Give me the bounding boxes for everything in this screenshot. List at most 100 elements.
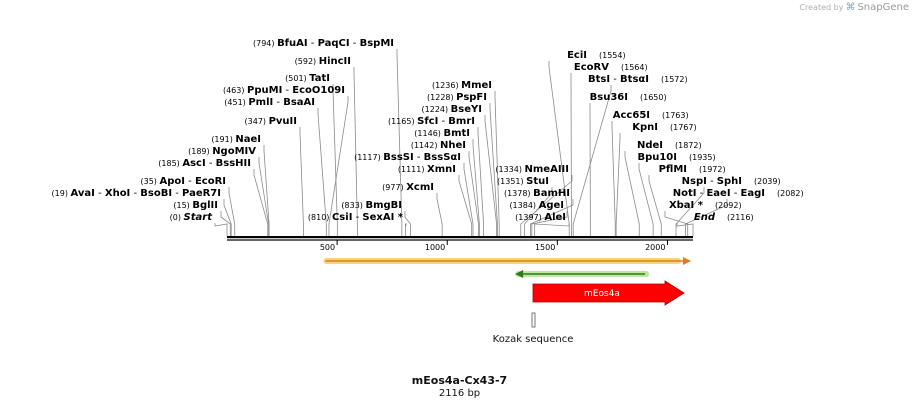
- enzyme-group-bamhi[interactable]: (1378) BamHI: [504, 188, 570, 199]
- enzyme-group-nmeaiii[interactable]: (1334) NmeAIII: [495, 164, 569, 175]
- enzyme-label: (1378) BamHI: [504, 188, 570, 199]
- enzyme-group-pmli[interactable]: (451) PmlI - BsaAI: [224, 97, 315, 108]
- enzyme-position: (1763): [662, 111, 689, 120]
- enzyme-group-apoi[interactable]: (35) ApoI - EcoRI: [141, 176, 227, 187]
- enzyme-position: (794): [253, 39, 277, 48]
- enzyme-name: CsiI: [332, 212, 352, 223]
- cut-leader: [624, 151, 640, 236]
- enzyme-name: NgoMIV: [212, 146, 256, 157]
- enzyme-group-xmni[interactable]: (1111) XmnI: [398, 164, 456, 175]
- enzyme-label: (1384) AgeI: [509, 200, 564, 211]
- credit-brand: SnapGene: [857, 2, 909, 13]
- enzyme-group-bglii[interactable]: (15) BglII: [173, 200, 218, 211]
- cut-leader: [396, 49, 403, 236]
- enzyme-position: (451): [224, 98, 248, 107]
- enzyme-names: EcoRV: [574, 62, 609, 73]
- feature-track: mEos4a Kozak sequence: [323, 257, 691, 345]
- enzyme-group-bpu10i[interactable]: Bpu10I (1935): [637, 152, 715, 163]
- cut-leader: [572, 85, 612, 236]
- enzyme-position: (1972): [699, 165, 726, 174]
- enzyme-group-bfuai[interactable]: (794) BfuAI - PaqCI - BspMI: [253, 38, 394, 49]
- enzyme-group-acc65i[interactable]: Acc65I (1763): [613, 110, 689, 121]
- enzyme-position: (810): [308, 213, 332, 222]
- enzyme-name: BseYI: [451, 104, 482, 115]
- cds-mEos4a-arrow[interactable]: [532, 280, 685, 306]
- enzyme-group-bmgbi[interactable]: (833) BmgBI: [341, 200, 402, 211]
- enzyme-group-ngomiv[interactable]: (189) NgoMIV: [188, 146, 256, 157]
- enzyme-name: StuI: [526, 176, 549, 187]
- enzyme-name: XbaI *: [669, 200, 704, 211]
- cut-leader: [253, 169, 269, 236]
- enzyme-group-pvuii[interactable]: (347) PvuII: [245, 116, 297, 127]
- cut-leader: [477, 127, 484, 236]
- enzyme-group-hincii[interactable]: (592) HincII: [295, 56, 351, 67]
- enzyme-name: AvaI: [71, 188, 95, 199]
- enzyme-position: (2082): [777, 189, 804, 198]
- enzyme-label: (794) BfuAI - PaqCI - BspMI: [253, 38, 394, 49]
- enzyme-group-xcmi[interactable]: (977) XcmI: [382, 182, 434, 193]
- enzyme-name: PaeR7I: [182, 188, 221, 199]
- enzyme-group-avai[interactable]: (19) AvaI - XhoI - BsoBI - PaeR7I: [52, 188, 221, 199]
- enzyme-position: (1384): [509, 201, 538, 210]
- map-length: 2116 bp: [438, 388, 481, 399]
- cut-leader: [494, 91, 500, 236]
- enzyme-group-nhei[interactable]: (1142) NheI: [411, 140, 466, 151]
- enzyme-position: (191): [211, 135, 235, 144]
- cut-leader: [489, 103, 498, 236]
- enzyme-position: (1117): [354, 153, 383, 162]
- enzyme-name: PaqCI: [318, 38, 350, 49]
- enzyme-name: BamHI: [533, 188, 570, 199]
- enzyme-group-pflmi[interactable]: PflMI (1972): [659, 164, 726, 175]
- enzyme-group-start[interactable]: (0) Start: [170, 212, 214, 223]
- enzyme-names: Bpu10I: [637, 152, 677, 163]
- cut-leader: [299, 127, 304, 236]
- enzyme-group-kpni[interactable]: KpnI (1767): [632, 122, 696, 133]
- enzyme-group-agei[interactable]: (1384) AgeI: [509, 200, 564, 211]
- enzyme-group-nspi[interactable]: NspI - SphI (2039): [682, 176, 781, 187]
- enzyme-name: EaeI: [706, 188, 730, 199]
- enzyme-label: (1117) BssSI - BssSαI: [354, 152, 461, 163]
- enzyme-group-bseyi[interactable]: (1224) BseYI: [422, 104, 482, 115]
- enzyme-position: (1397): [515, 213, 544, 222]
- enzyme-group-tati[interactable]: (501) TatI: [285, 73, 330, 84]
- enzyme-names: BtsI - BtsαI: [588, 74, 649, 85]
- enzyme-label: (833) BmgBI: [341, 200, 402, 211]
- enzyme-group-alei[interactable]: (1397) AleI: [515, 212, 566, 223]
- enzyme-position: (1767): [670, 123, 697, 132]
- enzyme-group-bsu36i[interactable]: Bsu36I (1650): [590, 92, 667, 103]
- enzyme-group-csii[interactable]: (810) CsiI - SexAI *: [308, 212, 404, 223]
- enzyme-position: (1650): [640, 93, 667, 102]
- enzyme-name: AscI: [182, 158, 205, 169]
- enzyme-group-mmei[interactable]: (1236) MmeI: [432, 80, 492, 91]
- enzyme-group-xbai[interactable]: XbaI * (2092): [669, 200, 742, 211]
- enzyme-position: (15): [173, 201, 192, 210]
- enzyme-group-btsi[interactable]: BtsI - BtsαI (1572): [588, 74, 688, 85]
- cut-leader: [524, 187, 553, 236]
- cut-leader: [472, 139, 480, 236]
- enzyme-position: (1351): [497, 177, 526, 186]
- enzyme-group-bmti[interactable]: (1146) BmtI: [414, 128, 470, 139]
- enzyme-label: (19) AvaI - XhoI - BsoBI - PaeR7I: [52, 188, 221, 199]
- cut-leader: [530, 199, 574, 236]
- kozak-label: Kozak sequence: [493, 334, 574, 345]
- kozak-marker[interactable]: [531, 312, 536, 328]
- enzyme-group-pspfi[interactable]: (1228) PspFI: [427, 92, 487, 103]
- enzyme-name: Start: [184, 212, 214, 223]
- enzyme-group-ndei[interactable]: NdeI (1872): [637, 140, 702, 151]
- enzyme-group-end[interactable]: End (2116): [694, 212, 754, 223]
- enzyme-group-asci[interactable]: (185) AscI - BssHII: [158, 158, 251, 169]
- enzyme-label: (15) BglII: [173, 200, 218, 211]
- enzyme-name: PspFI: [456, 92, 487, 103]
- enzyme-position: (2039): [754, 177, 781, 186]
- enzyme-names: KpnI: [632, 122, 658, 133]
- enzyme-group-noti[interactable]: NotI - EaeI - EagI (2082): [673, 188, 804, 199]
- enzyme-group-ecii[interactable]: EciI (1554): [567, 50, 626, 61]
- enzyme-group-ecorv[interactable]: EcoRV (1564): [574, 62, 648, 73]
- enzyme-name: EagI: [741, 188, 765, 199]
- enzyme-group-ppumi[interactable]: (463) PpuMI - EcoO109I: [223, 85, 345, 96]
- enzyme-group-stui[interactable]: (1351) StuI: [497, 176, 549, 187]
- enzyme-group-sfci[interactable]: (1165) SfcI - BmrI: [388, 116, 475, 127]
- enzyme-group-bsssi[interactable]: (1117) BssSI - BssSαI: [354, 152, 461, 163]
- enzyme-group-naei[interactable]: (191) NaeI: [211, 134, 261, 145]
- ruler-label-1500: 1500: [535, 243, 555, 252]
